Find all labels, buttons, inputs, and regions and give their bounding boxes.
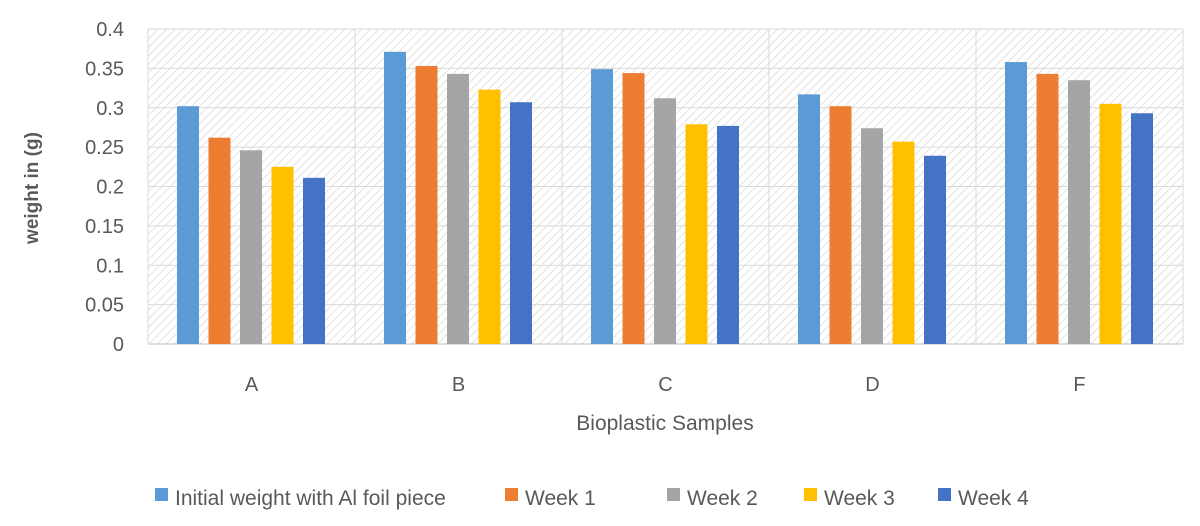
bar-B-week-4 <box>510 102 532 344</box>
bar-A-week-4 <box>303 177 325 344</box>
bar-A-initial-weight-with-al-foil-piece <box>177 106 199 344</box>
bar-C-week-1 <box>622 73 645 344</box>
bar-B-week-3 <box>478 89 501 344</box>
bar-F-initial-weight-with-al-foil-piece <box>1005 62 1027 344</box>
y-tick-label: 0.05 <box>85 295 124 317</box>
y-tick-label: 0.2 <box>96 177 124 199</box>
bar-D-initial-weight-with-al-foil-piece <box>798 94 820 344</box>
y-tick-label: 0.1 <box>96 255 124 277</box>
bar-D-week-1 <box>829 106 852 344</box>
y-tick-label: 0.25 <box>85 137 124 159</box>
bar-F-week-4 <box>1131 113 1153 344</box>
bar-C-week-2 <box>654 98 676 344</box>
bar-C-week-4 <box>717 125 739 344</box>
bar-D-week-3 <box>892 141 915 344</box>
bar-F-week-2 <box>1068 80 1090 344</box>
bar-B-week-1 <box>415 66 438 344</box>
bar-A-week-2 <box>240 150 262 344</box>
bar-D-week-4 <box>924 155 946 344</box>
legend-label: Week 1 <box>525 487 596 510</box>
bar-D-week-2 <box>861 128 883 344</box>
bar-F-week-3 <box>1099 103 1122 344</box>
bar-F-week-1 <box>1036 73 1059 344</box>
bar-C-week-3 <box>685 124 708 344</box>
bar-C-initial-weight-with-al-foil-piece <box>591 69 613 344</box>
y-tick-label: 0.3 <box>96 98 124 120</box>
legend-swatch <box>155 488 168 501</box>
x-tick-label: F <box>1073 374 1085 396</box>
bar-B-initial-weight-with-al-foil-piece <box>384 51 406 345</box>
legend-label: Week 4 <box>958 487 1029 510</box>
legend-swatch <box>667 488 680 501</box>
legend-swatch <box>938 488 951 501</box>
bar-A-week-1 <box>208 137 231 344</box>
x-tick-label: B <box>452 374 465 396</box>
y-axis-label: weight in (g) <box>22 132 43 245</box>
x-axis-label: Bioplastic Samples <box>576 412 753 435</box>
legend: Initial weight with Al foil piece Week 1 W… <box>155 487 1029 510</box>
x-tick-label: A <box>245 374 259 396</box>
y-tick-label: 0.4 <box>96 19 124 41</box>
legend-label: Initial weight with Al foil piece <box>175 487 446 510</box>
y-tick-label: 0.15 <box>85 216 124 238</box>
y-tick-label: 0 <box>113 334 124 356</box>
legend-label: Week 2 <box>687 487 758 510</box>
x-tick-label: D <box>865 374 879 396</box>
y-tick-label: 0.35 <box>85 58 124 80</box>
legend-label: Week 3 <box>824 487 895 510</box>
x-tick-label: C <box>658 374 672 396</box>
bar-B-week-2 <box>447 73 469 344</box>
bar-A-week-3 <box>271 166 294 344</box>
legend-swatch <box>804 488 817 501</box>
legend-swatch <box>505 488 518 501</box>
